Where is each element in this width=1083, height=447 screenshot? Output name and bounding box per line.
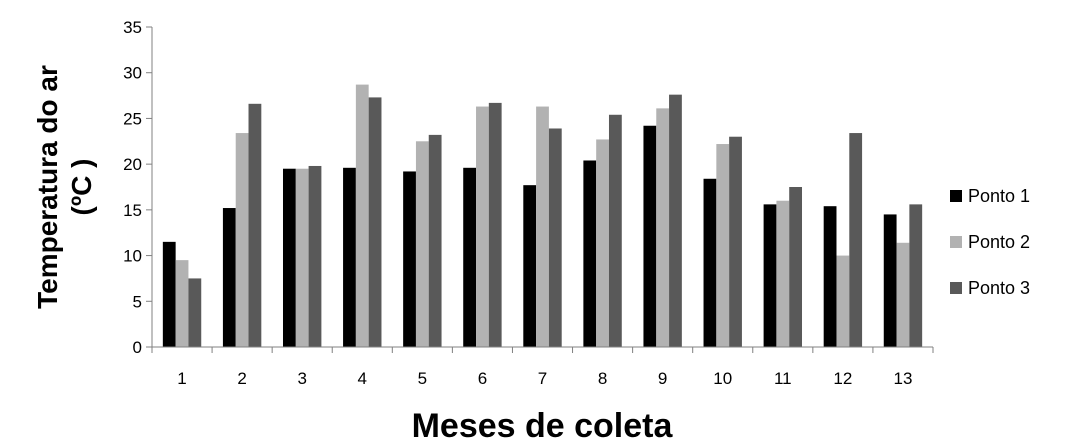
bar-ponto-3-month-4: [368, 97, 382, 348]
x-tick-label: 8: [598, 369, 607, 388]
y-axis-title: Temperatura do ar (ºC ): [32, 65, 97, 309]
bar-ponto-2-month-7: [536, 106, 549, 348]
x-tick-label: 7: [538, 369, 547, 388]
bars-group: [162, 84, 923, 348]
legend-swatch-ponto-1: [950, 190, 962, 202]
bar-ponto-3-month-9: [669, 94, 682, 348]
x-axis-title: Meses de coleta: [412, 407, 674, 445]
x-tick-label: 13: [894, 369, 913, 388]
x-tick-label: 4: [358, 369, 367, 388]
legend-label-ponto-2: Ponto 2: [968, 232, 1030, 252]
legend: Ponto 1 Ponto 2 Ponto 3: [950, 186, 1030, 298]
bar-ponto-1-month-9: [643, 125, 657, 347]
bar-ponto-2-month-2: [235, 133, 249, 347]
y-tick-label: 30: [123, 64, 142, 83]
bar-ponto-1-month-11: [763, 204, 777, 347]
bar-ponto-1-month-10: [703, 178, 717, 347]
legend-swatch-ponto-2: [950, 236, 962, 248]
legend-label-ponto-3: Ponto 3: [968, 278, 1030, 298]
y-tick-label: 15: [123, 201, 142, 220]
x-tick-label: 5: [418, 369, 427, 388]
x-tick-label: 1: [177, 369, 186, 388]
bar-ponto-2-month-9: [656, 108, 670, 347]
bar-ponto-2-month-4: [355, 84, 369, 347]
y-axis-title-line-2: (ºC ): [66, 159, 97, 216]
bar-ponto-1-month-2: [222, 208, 236, 347]
y-tick-label: 5: [133, 292, 142, 311]
axes-group: [146, 26, 934, 353]
bar-ponto-2-month-1: [175, 260, 189, 347]
y-tick-labels: 0 5 10 15 20 25 30 35: [123, 18, 142, 357]
bar-ponto-3-month-6: [488, 102, 502, 347]
y-tick-label: 25: [123, 109, 142, 128]
x-tick-label: 2: [237, 369, 246, 388]
legend-swatch-ponto-3: [950, 282, 962, 294]
bar-ponto-1-month-4: [343, 167, 356, 347]
x-tick-label: 3: [297, 369, 306, 388]
x-tick-labels: 1 2 3 4 5 6 7 8 9 10 11 12 13: [177, 369, 912, 388]
y-tick-label: 0: [133, 338, 142, 357]
bar-ponto-3-month-3: [308, 165, 322, 347]
bar-ponto-1-month-6: [463, 167, 477, 347]
bar-ponto-1-month-7: [523, 185, 537, 347]
bar-ponto-2-month-5: [415, 141, 429, 347]
bar-ponto-2-month-10: [716, 144, 730, 347]
bar-ponto-3-month-8: [608, 114, 622, 348]
x-tick-label: 12: [833, 369, 852, 388]
y-tick-label: 20: [123, 155, 142, 174]
bar-ponto-3-month-12: [849, 133, 863, 347]
bar-ponto-2-month-3: [295, 168, 309, 347]
bar-ponto-2-month-11: [776, 200, 790, 347]
bar-ponto-3-month-13: [909, 204, 923, 347]
bar-ponto-1-month-12: [823, 206, 837, 347]
y-tick-label: 35: [123, 18, 142, 37]
y-axis-title-line-1: Temperatura do ar: [32, 65, 63, 309]
bar-ponto-2-month-12: [836, 255, 850, 347]
x-tick-label: 6: [478, 369, 487, 388]
x-tick-label: 9: [658, 369, 667, 388]
bar-ponto-3-month-7: [548, 128, 562, 347]
bar-ponto-1-month-3: [282, 168, 296, 347]
bar-ponto-1-month-13: [883, 214, 897, 347]
bar-ponto-2-month-8: [596, 139, 609, 347]
legend-label-ponto-1: Ponto 1: [968, 186, 1030, 206]
bar-ponto-3-month-1: [188, 278, 202, 347]
bar-ponto-3-month-11: [789, 187, 803, 347]
bar-ponto-3-month-2: [248, 103, 262, 347]
x-tick-label: 10: [713, 369, 732, 388]
bar-ponto-3-month-10: [729, 136, 742, 347]
bar-ponto-2-month-13: [896, 242, 910, 347]
bar-ponto-3-month-5: [428, 134, 442, 347]
bar-ponto-1-month-8: [583, 160, 597, 347]
bar-ponto-1-month-5: [403, 171, 416, 347]
bar-ponto-1-month-1: [162, 241, 176, 347]
x-tick-label: 11: [774, 369, 792, 388]
y-tick-label: 10: [123, 247, 142, 266]
bar-ponto-2-month-6: [476, 106, 489, 348]
